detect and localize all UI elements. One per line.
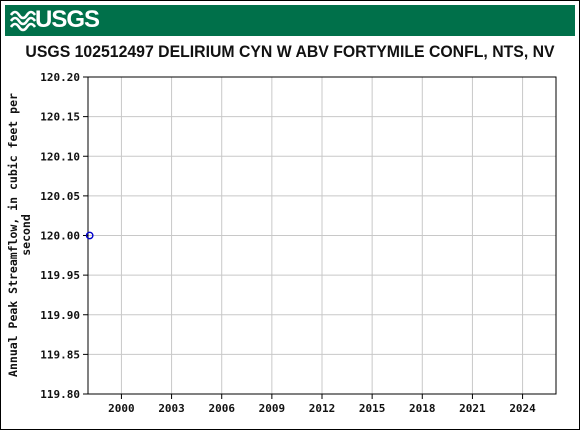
plot-border (87, 76, 557, 395)
y-tick-label: 120.05 (40, 190, 80, 203)
y-tick-label: 120.10 (40, 150, 80, 163)
x-tick-label: 2009 (259, 402, 286, 415)
x-tick-label: 2021 (459, 402, 486, 415)
y-tick-label: 119.95 (40, 269, 80, 282)
usgs-logo-text: USGS (35, 6, 100, 33)
chart-title: USGS 102512497 DELIRIUM CYN W ABV FORTYM… (25, 42, 555, 61)
x-tick-label: 2015 (359, 402, 386, 415)
x-tick-label: 2000 (108, 402, 135, 415)
x-tick-label: 2018 (409, 402, 436, 415)
x-tick-label: 2012 (309, 402, 336, 415)
y-tick-label: 119.80 (40, 388, 80, 401)
y-tick-label: 120.00 (40, 230, 80, 243)
y-tick-label: 119.90 (40, 309, 80, 322)
y-tick-label: 120.15 (40, 111, 80, 124)
x-tick-label: 2006 (208, 402, 235, 415)
usgs-banner: USGS (5, 5, 575, 36)
data-point (85, 231, 94, 240)
x-tick-label: 2024 (509, 402, 536, 415)
usgs-logo-icon (9, 10, 37, 32)
y-tick-label: 120.20 (40, 71, 80, 84)
x-tick-label: 2003 (158, 402, 185, 415)
y-tick-label: 119.85 (40, 348, 80, 361)
